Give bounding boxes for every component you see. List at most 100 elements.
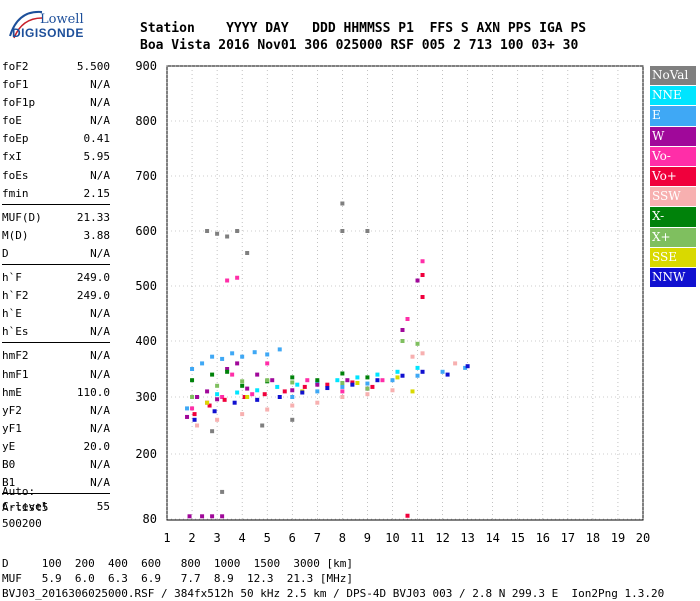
param-key: MUF(D) (2, 210, 42, 224)
param-value: N/A (90, 168, 110, 182)
param-row-fof1: foF1 N/A (2, 76, 110, 94)
data-point (190, 378, 195, 383)
legend-item-e: E (650, 106, 696, 126)
param-value: N/A (90, 325, 110, 339)
data-point (250, 392, 255, 397)
data-point (200, 361, 205, 366)
y-tick-label: 600 (135, 224, 157, 238)
param-row-hf2: h`F2 249.0 (2, 287, 110, 305)
param-row-foes: foEs N/A (2, 167, 110, 185)
data-point (255, 388, 260, 393)
data-point (463, 365, 468, 370)
data-point (232, 400, 237, 405)
data-point (235, 390, 240, 395)
data-point (190, 395, 195, 399)
data-point (295, 382, 300, 387)
data-point (215, 417, 220, 422)
data-point (415, 278, 420, 283)
data-point (365, 229, 370, 233)
param-key: yE (2, 439, 16, 453)
data-point (265, 378, 270, 383)
data-point (340, 395, 345, 399)
series-x (190, 339, 420, 399)
param-value: N/A (90, 78, 110, 92)
data-point (255, 397, 260, 402)
data-point (220, 489, 225, 494)
plot-frame (166, 65, 644, 521)
data-point (390, 388, 395, 393)
data-point (420, 273, 425, 277)
legend-item-w: W (650, 126, 696, 146)
data-point (365, 392, 370, 397)
auto-program: Artist5 (2, 501, 49, 514)
data-point (230, 372, 235, 377)
x-tick-label: 19 (611, 531, 625, 545)
param-separator (2, 203, 110, 205)
data-point (265, 361, 270, 366)
param-key: hmE (2, 385, 22, 399)
data-point (315, 400, 320, 405)
parameter-panel: foF2 5.500 foF1 N/A foF1p N/A foE N/A foEp 0.41 fx… (2, 58, 110, 516)
data-point (212, 409, 217, 414)
data-point (350, 380, 355, 385)
param-value: N/A (90, 246, 110, 260)
y-tick-label: 200 (135, 447, 157, 461)
param-key: foF1 (2, 78, 29, 92)
x-tick-label: 16 (536, 531, 550, 545)
data-point (290, 375, 295, 380)
param-value: 249.0 (76, 289, 110, 303)
data-point (190, 367, 195, 371)
data-point (275, 384, 280, 389)
data-point (205, 389, 210, 394)
param-row-he: h`E N/A (2, 305, 110, 323)
data-point (395, 375, 400, 380)
x-tick-label: 5 (264, 531, 271, 545)
param-row-b1: B1 N/A (2, 474, 110, 492)
x-tick-label: 2 (188, 531, 195, 545)
x-tick-label: 7 (314, 531, 321, 545)
series-ssw (195, 351, 458, 428)
param-value: 3.88 (83, 228, 111, 242)
param-row-d: D N/A (2, 245, 110, 263)
x-tick-label: 17 (561, 531, 575, 545)
param-row-md: M(D) 3.88 (2, 227, 110, 245)
data-point (185, 414, 190, 419)
param-row-ye: yE 20.0 (2, 438, 110, 456)
data-point (410, 354, 415, 359)
data-point (262, 392, 267, 397)
data-point (325, 382, 330, 387)
y-tick-label: 800 (135, 114, 157, 128)
param-key: foE (2, 114, 22, 128)
data-point (245, 386, 250, 391)
param-key: yF2 (2, 403, 22, 417)
param-key: fxI (2, 150, 22, 164)
param-row-mufd: MUF(D) 21.33 (2, 209, 110, 227)
data-point (315, 382, 320, 387)
data-point (260, 423, 265, 428)
legend-item-x: X- (650, 207, 696, 227)
param-separator (2, 264, 110, 266)
param-value: N/A (90, 476, 110, 490)
param-key: h`Es (2, 325, 29, 339)
data-point (290, 417, 295, 422)
data-point (215, 383, 220, 388)
data-point (415, 365, 420, 370)
param-value: 0.41 (83, 132, 111, 146)
param-row-yf1: yF1 N/A (2, 420, 110, 438)
data-point (240, 383, 245, 388)
data-point (225, 234, 230, 239)
data-point (340, 371, 345, 376)
data-point (207, 403, 212, 408)
param-row-hme: hmE 110.0 (2, 384, 110, 402)
param-value: 2.15 (83, 186, 111, 200)
data-point (335, 378, 340, 383)
legend-item-x: X+ (650, 227, 696, 247)
footer-file-info: BVJ03_2016306025000.RSF / 384fx512h 50 k… (2, 587, 665, 600)
legend-item-nnw: NNW (650, 267, 696, 288)
param-key: h`F (2, 271, 22, 285)
data-point (375, 372, 380, 377)
param-value: N/A (90, 307, 110, 321)
x-tick-label: 11 (410, 531, 424, 545)
data-point (375, 378, 380, 383)
